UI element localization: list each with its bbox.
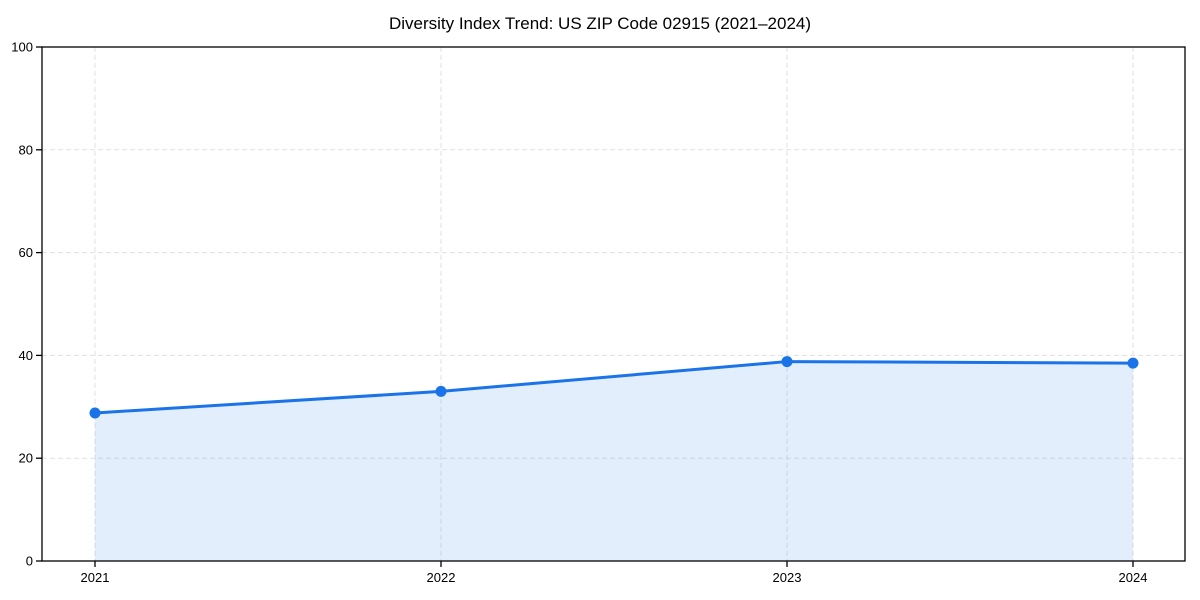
y-tick-label: 80 <box>19 142 33 157</box>
x-tick-label: 2024 <box>1119 570 1148 585</box>
data-point <box>781 356 793 368</box>
data-point <box>89 407 101 419</box>
x-tick-label: 2021 <box>81 570 110 585</box>
y-tick-label: 60 <box>19 245 33 260</box>
data-layer <box>89 356 1139 561</box>
area-fill <box>95 361 1133 561</box>
x-tick-label: 2022 <box>427 570 456 585</box>
data-point <box>435 385 447 397</box>
y-tick-label: 0 <box>26 554 33 569</box>
chart-title: Diversity Index Trend: US ZIP Code 02915… <box>389 14 811 33</box>
data-point <box>1127 357 1139 369</box>
gridlines-layer <box>42 47 1185 561</box>
x-tick-label: 2023 <box>773 570 802 585</box>
y-tick-label: 40 <box>19 348 33 363</box>
y-tick-label: 20 <box>19 451 33 466</box>
axes-layer: 0 20 40 60 80 100 2021 2022 2023 2024 <box>11 40 1186 585</box>
y-tick-label: 100 <box>11 40 33 55</box>
plot-frame <box>41 46 1186 562</box>
trend-line <box>93 360 1135 415</box>
